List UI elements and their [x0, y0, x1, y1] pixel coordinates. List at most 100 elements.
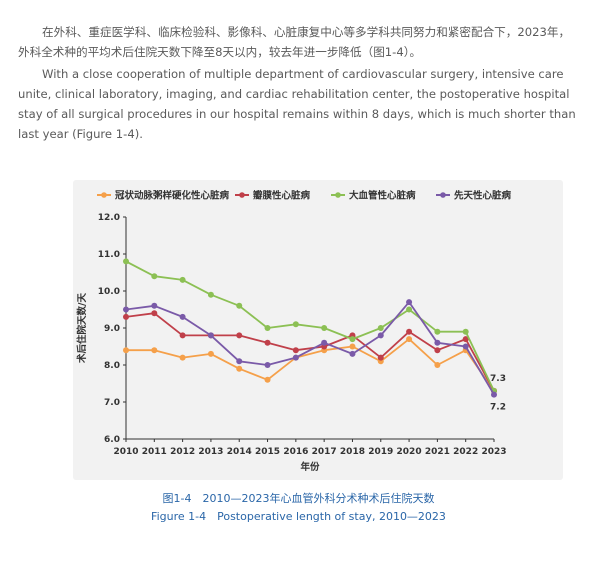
intro-text-cn: 在外科、重症医学科、临床检验科、影像科、心脏康复中心等多学科共同努力和紧密配合下… — [18, 25, 571, 59]
legend-item: 大血管性心脏病 — [331, 190, 416, 202]
data-point — [207, 350, 214, 357]
chart-series — [123, 258, 497, 398]
data-point — [264, 339, 271, 346]
y-tick-label: 6.0 — [104, 435, 120, 445]
data-point — [377, 325, 384, 331]
data-point — [179, 276, 186, 283]
data-point — [236, 358, 243, 365]
y-tick-label: 7.0 — [104, 398, 120, 408]
data-point — [406, 299, 413, 306]
chart-panel: 冠状动脉粥样硬化性心脏病 瓣膜性心脏病 大血管性心脏病 先天性心脏病 6.0 7.0 8.… — [73, 180, 563, 480]
data-point — [207, 291, 214, 298]
y-tick-label: 12.0 — [98, 213, 120, 223]
chart-annotations: 7.3 7.2 — [490, 374, 506, 413]
data-point — [434, 339, 441, 346]
data-point — [292, 347, 299, 354]
data-point — [236, 332, 243, 339]
chart-axes: 6.0 7.0 8.0 9.0 10.0 11.0 12.0 2010 2011 2012 2013… — [76, 213, 507, 473]
data-point — [123, 258, 129, 265]
data-point — [321, 339, 328, 346]
legend-label: 大血管性心脏病 — [349, 190, 416, 202]
data-label: 7.3 — [490, 374, 506, 384]
x-tick-label: 2011 — [142, 447, 167, 457]
data-point — [491, 391, 497, 398]
legend-swatch-marker — [335, 192, 341, 198]
series — [123, 310, 497, 394]
data-point — [179, 332, 186, 339]
legend-label: 瓣膜性心脏病 — [253, 190, 311, 202]
data-point — [349, 336, 356, 343]
chart-legend: 冠状动脉粥样硬化性心脏病 瓣膜性心脏病 大血管性心脏病 先天性心脏病 — [97, 190, 512, 202]
x-tick-label: 2016 — [283, 447, 308, 457]
intro-paragraph-cn: 在外科、重症医学科、临床检验科、影像科、心脏康复中心等多学科共同努力和紧密配合下… — [18, 22, 578, 62]
x-tick-label: 2019 — [368, 447, 393, 457]
x-tick-label: 2014 — [227, 447, 252, 457]
data-point — [406, 306, 413, 313]
data-label: 7.2 — [490, 403, 506, 413]
x-tick-label: 2017 — [312, 447, 337, 457]
legend-label: 冠状动脉粥样硬化性心脏病 — [115, 190, 230, 202]
data-point — [207, 332, 214, 339]
data-point — [151, 310, 158, 317]
intro-paragraph-en: With a close cooperation of multiple dep… — [18, 64, 578, 144]
legend-item: 先天性心脏病 — [436, 190, 512, 202]
legend-label: 先天性心脏病 — [454, 190, 512, 202]
intro-text-en: With a close cooperation of multiple dep… — [18, 67, 576, 141]
data-point — [151, 347, 158, 354]
data-point — [406, 328, 413, 335]
data-point — [123, 313, 129, 320]
data-point — [349, 343, 356, 350]
data-point — [264, 325, 271, 331]
data-point — [462, 343, 469, 350]
data-point — [264, 362, 271, 368]
x-tick-label: 2020 — [397, 447, 422, 457]
y-tick-label: 11.0 — [98, 250, 120, 260]
data-point — [434, 328, 441, 335]
series-line — [126, 338, 495, 392]
data-point — [179, 354, 186, 361]
series-line — [125, 312, 495, 392]
data-point — [349, 350, 356, 357]
figure-caption-cn: 图1-4 2010—2023年心血管外科分术种术后住院天数 — [162, 492, 435, 505]
data-point — [434, 362, 441, 368]
data-point — [151, 302, 158, 309]
data-point — [434, 347, 441, 354]
series-line — [125, 301, 495, 396]
series — [123, 336, 497, 394]
data-point — [292, 354, 299, 361]
data-point — [123, 306, 129, 313]
data-point — [292, 321, 299, 328]
x-tick-label: 2022 — [453, 447, 478, 457]
legend-item: 冠状动脉粥样硬化性心脏病 — [97, 190, 230, 202]
x-tick-label: 2023 — [481, 447, 506, 457]
y-axis-title: 术后住院天数/天 — [76, 293, 88, 364]
data-point — [123, 347, 129, 354]
data-point — [462, 336, 469, 343]
series — [123, 299, 497, 398]
data-point — [236, 302, 243, 309]
data-point — [179, 313, 186, 320]
x-tick-label: 2010 — [113, 447, 138, 457]
legend-swatch-marker — [101, 192, 107, 198]
x-tick-label: 2021 — [425, 447, 450, 457]
data-point — [264, 376, 271, 383]
data-point — [377, 332, 384, 339]
legend-swatch-marker — [239, 192, 245, 198]
legend-swatch-marker — [440, 192, 446, 198]
figure-caption-en: Figure 1-4 Postoperative length of stay,… — [151, 510, 446, 523]
legend-item: 瓣膜性心脏病 — [235, 190, 311, 202]
x-axis-title: 年份 — [300, 461, 320, 473]
data-point — [377, 354, 384, 361]
series — [123, 258, 497, 394]
y-tick-label: 10.0 — [98, 287, 120, 297]
data-point — [462, 328, 469, 335]
x-tick-label: 2012 — [170, 447, 195, 457]
y-tick-label: 8.0 — [104, 361, 120, 371]
y-tick-label: 9.0 — [104, 324, 120, 334]
data-point — [406, 336, 413, 343]
x-tick-label: 2018 — [340, 447, 365, 457]
x-tick-label: 2013 — [198, 447, 223, 457]
data-point — [321, 325, 328, 331]
x-tick-label: 2015 — [255, 447, 280, 457]
data-point — [236, 365, 243, 372]
